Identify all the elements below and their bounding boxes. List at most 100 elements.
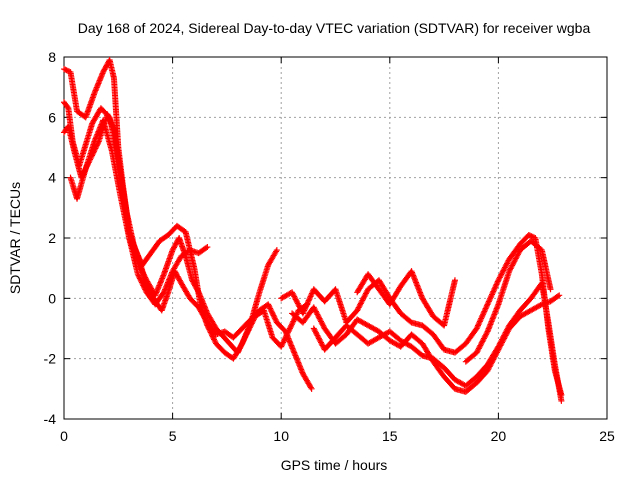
data-point <box>273 247 280 254</box>
data-point <box>288 322 295 329</box>
data-point <box>137 276 144 283</box>
x-ticks: 0 5 10 15 20 25 <box>60 57 615 444</box>
data-point <box>267 305 274 312</box>
data-point <box>244 330 251 337</box>
x-tick-label: 15 <box>382 428 398 444</box>
data-point <box>288 321 295 328</box>
data-point <box>547 286 554 293</box>
y-ticks: -4 -2 0 2 4 6 8 <box>44 49 607 427</box>
data-point <box>242 334 249 341</box>
x-tick-label: 10 <box>273 428 289 444</box>
data-point <box>290 318 297 325</box>
data-point <box>194 287 201 294</box>
y-tick-label: -2 <box>44 351 57 367</box>
x-tick-label: 5 <box>169 428 177 444</box>
data-point <box>269 309 276 316</box>
data-point <box>554 293 561 300</box>
data-point <box>271 313 278 320</box>
y-axis-label: SDTVAR / TECUs <box>7 182 23 294</box>
data-point <box>211 337 218 344</box>
data-point <box>279 340 286 347</box>
data-point <box>238 341 245 348</box>
data-point <box>63 67 70 74</box>
data-point <box>236 346 243 353</box>
data-point <box>270 312 277 319</box>
y-tick-label: 4 <box>48 170 56 186</box>
data-point <box>273 248 280 255</box>
data-point <box>286 325 293 332</box>
y-tick-label: 0 <box>48 290 56 306</box>
data-point <box>239 339 246 346</box>
series-track4 <box>67 117 211 308</box>
x-tick-label: 20 <box>491 428 507 444</box>
data-point <box>240 338 247 345</box>
y-tick-label: 6 <box>48 109 56 125</box>
data-point <box>556 292 563 299</box>
data-point <box>266 304 273 311</box>
data-point <box>240 337 247 344</box>
data-point <box>139 280 146 287</box>
data-point <box>135 272 142 279</box>
data-point <box>268 308 275 315</box>
data-point <box>142 286 149 293</box>
data-point <box>242 332 249 339</box>
data-point <box>265 302 272 309</box>
data-point <box>451 277 458 284</box>
data-point <box>287 324 294 331</box>
data-point <box>237 344 244 351</box>
data-point <box>234 349 241 356</box>
data-point <box>247 323 254 330</box>
data-point <box>269 311 276 318</box>
data-point <box>138 279 145 286</box>
data-point <box>64 67 71 74</box>
series-track1 <box>61 57 280 362</box>
data-point <box>62 66 69 73</box>
data-point <box>136 275 143 282</box>
data-point <box>289 319 296 326</box>
data-point <box>141 285 148 292</box>
data-point <box>307 384 314 391</box>
y-tick-label: -4 <box>44 411 57 427</box>
data-point <box>61 66 67 73</box>
x-tick-label: 0 <box>60 428 68 444</box>
data-point <box>210 335 217 342</box>
data-point <box>278 343 285 350</box>
data-point <box>537 302 544 309</box>
chart-title: Day 168 of 2024, Sidereal Day-to-day VTE… <box>78 20 591 36</box>
data-point <box>271 315 278 322</box>
x-axis-label: GPS time / hours <box>281 457 388 473</box>
data-point <box>278 342 285 349</box>
series-track9 <box>462 238 554 365</box>
data-point <box>245 327 252 334</box>
data-point <box>209 332 216 339</box>
data-point <box>246 324 253 331</box>
data-point <box>265 301 272 308</box>
data-point <box>246 325 253 332</box>
data-point <box>248 321 255 328</box>
data-point <box>241 335 248 342</box>
data-point <box>280 338 287 345</box>
series-track7 <box>310 280 565 404</box>
data-point <box>558 397 565 404</box>
data-point <box>308 385 315 392</box>
data-point <box>280 339 287 346</box>
series-track8 <box>354 268 458 329</box>
data-point <box>244 328 251 335</box>
data-point <box>243 331 250 338</box>
data-markers <box>61 57 565 404</box>
data-point <box>527 232 534 239</box>
data-point <box>529 233 536 240</box>
data-point <box>203 244 210 251</box>
data-point <box>140 283 147 290</box>
data-point <box>209 333 216 340</box>
data-point <box>525 231 532 238</box>
data-point <box>136 273 143 280</box>
y-tick-label: 2 <box>48 230 56 246</box>
data-point <box>211 336 218 343</box>
data-point <box>138 278 145 285</box>
data-point <box>238 342 245 349</box>
y-tick-label: 8 <box>48 49 56 65</box>
data-point <box>272 316 279 323</box>
data-point <box>236 345 243 352</box>
